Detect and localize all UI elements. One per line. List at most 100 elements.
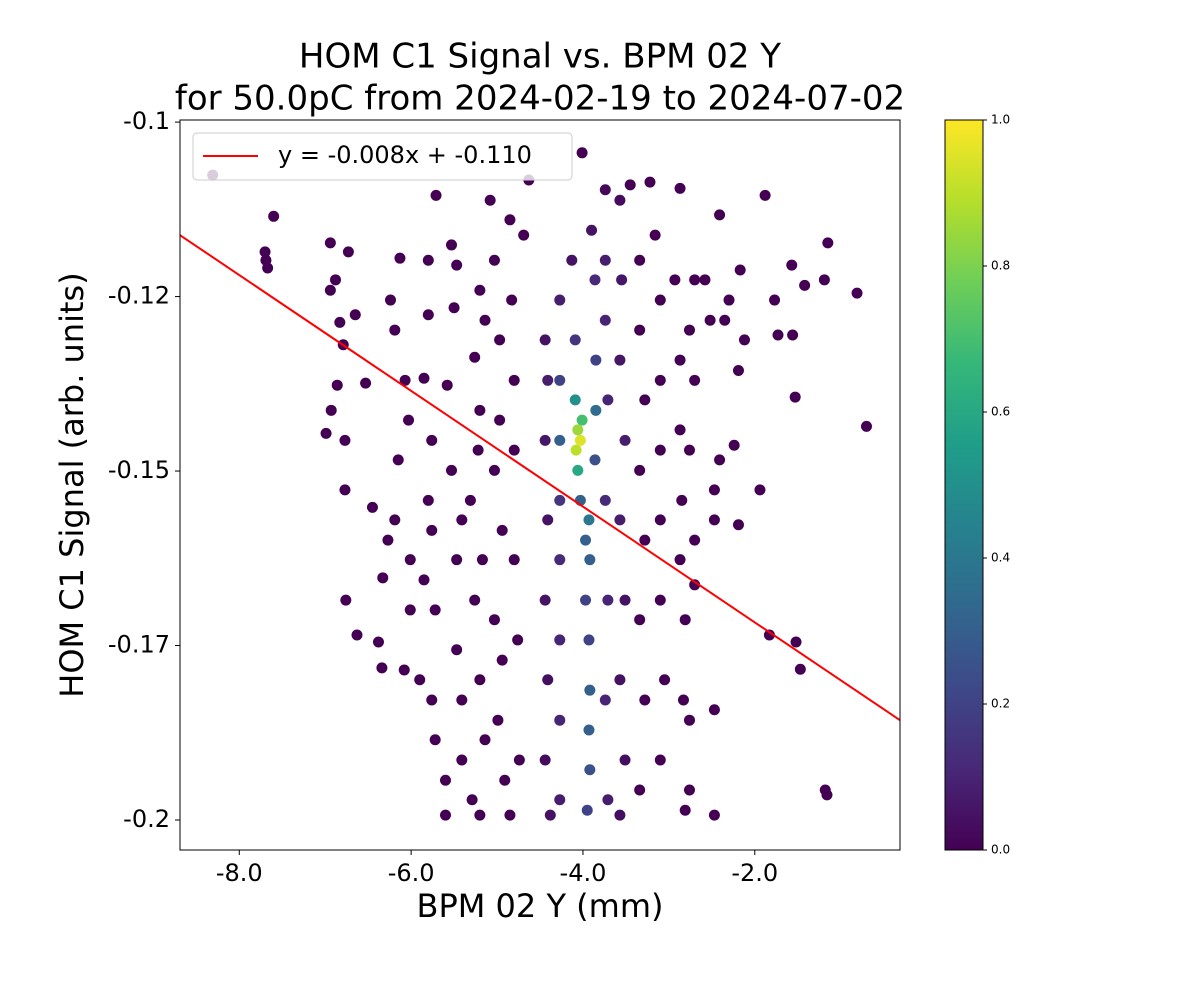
- scatter-point: [699, 274, 711, 286]
- scatter-point: [448, 302, 460, 314]
- points: [207, 147, 872, 821]
- scatter-point: [439, 774, 451, 786]
- scatter-point: [581, 804, 593, 816]
- scatter-point: [494, 414, 506, 426]
- scatter-point: [399, 374, 411, 386]
- scatter-point: [377, 572, 389, 584]
- scatter-point: [723, 294, 735, 306]
- y-tick-label: -0.15: [108, 456, 170, 484]
- scatter-point: [576, 414, 588, 426]
- scatter-point: [504, 809, 516, 821]
- scatter-point: [456, 754, 468, 766]
- scatter-point: [451, 259, 463, 271]
- colorbar: [944, 119, 984, 851]
- scatter-point: [325, 404, 337, 416]
- y-tick-label: -0.1: [123, 107, 170, 135]
- scatter-point: [669, 274, 681, 286]
- scatter-point: [679, 804, 691, 816]
- scatter-point: [586, 224, 598, 236]
- scatter-point: [614, 809, 626, 821]
- scatter-point: [732, 519, 744, 531]
- scatter-point: [789, 391, 801, 403]
- scatter-point: [422, 309, 434, 321]
- scatter-point: [488, 254, 500, 266]
- scatter-point: [674, 424, 686, 436]
- scatter-point: [539, 334, 551, 346]
- scatter-point: [262, 262, 274, 274]
- scatter-point: [769, 294, 781, 306]
- scatter-point: [704, 314, 716, 326]
- scatter-point: [734, 264, 746, 276]
- scatter-point: [492, 714, 504, 726]
- scatter-point: [554, 374, 566, 386]
- scatter-point: [259, 246, 271, 258]
- scatter-point: [634, 324, 646, 336]
- scatter-point: [456, 694, 468, 706]
- scatter-point: [476, 554, 488, 566]
- scatter-point: [602, 394, 614, 406]
- scatter-point: [539, 434, 551, 446]
- scatter-point: [583, 634, 595, 646]
- colorbar-tick-label: 0.0: [991, 843, 1010, 857]
- scatter-point: [429, 604, 441, 616]
- scatter-point: [426, 524, 438, 536]
- scatter-point: [599, 254, 611, 266]
- scatter-point: [439, 809, 451, 821]
- scatter-point: [539, 594, 551, 606]
- scatter-point: [488, 614, 500, 626]
- scatter-point: [599, 314, 611, 326]
- scatter-point: [554, 494, 566, 506]
- scatter-point: [689, 579, 701, 591]
- scatter-point: [339, 434, 351, 446]
- scatter-point: [790, 636, 802, 648]
- scatter-point: [794, 663, 806, 675]
- scatter-point: [654, 374, 666, 386]
- scatter-point: [574, 434, 586, 446]
- scatter-point: [331, 379, 343, 391]
- scatter-point: [554, 634, 566, 646]
- scatter-point: [639, 534, 651, 546]
- scatter-point: [822, 237, 834, 249]
- scatter-point: [654, 594, 666, 606]
- scatter-point: [474, 284, 486, 296]
- scatter-point: [554, 294, 566, 306]
- scatter-point: [649, 229, 661, 241]
- scatter-point: [426, 434, 438, 446]
- scatter-point: [614, 354, 626, 366]
- scatter-point: [451, 644, 463, 656]
- scatter-point: [732, 365, 744, 377]
- scatter-point: [385, 294, 397, 306]
- scatter-point: [330, 274, 342, 286]
- scatter-point: [772, 329, 784, 341]
- scatter-point: [683, 714, 695, 726]
- scatter-point: [619, 434, 631, 446]
- scatter-point: [714, 454, 726, 466]
- scatter-point: [708, 809, 720, 821]
- legend-label: y = -0.008x + -0.110: [278, 141, 532, 169]
- scatter-point: [389, 514, 401, 526]
- scatter-point: [382, 534, 394, 546]
- scatter-point: [639, 694, 651, 706]
- scatter-point: [324, 284, 336, 296]
- scatter-point: [589, 454, 601, 466]
- scatter-point: [634, 254, 646, 266]
- scatter-point: [634, 614, 646, 626]
- scatter-point: [499, 774, 511, 786]
- scatter-point: [414, 674, 426, 686]
- scatter-point: [464, 494, 476, 506]
- scatter-point: [572, 464, 584, 476]
- scatter-point: [759, 189, 771, 201]
- scatter-point: [602, 594, 614, 606]
- scatter-point: [474, 809, 486, 821]
- scatter-point: [446, 464, 458, 476]
- scatter-point: [376, 662, 388, 674]
- scatter-point: [496, 524, 508, 536]
- scatter-point: [404, 554, 416, 566]
- scatter-point: [602, 794, 614, 806]
- colorbar-tick-label: 0.6: [991, 405, 1010, 419]
- scatter-point: [508, 374, 520, 386]
- scatter-point: [674, 354, 686, 366]
- scatter-point: [584, 684, 596, 696]
- scatter-point: [554, 714, 566, 726]
- scatter-point: [821, 789, 833, 801]
